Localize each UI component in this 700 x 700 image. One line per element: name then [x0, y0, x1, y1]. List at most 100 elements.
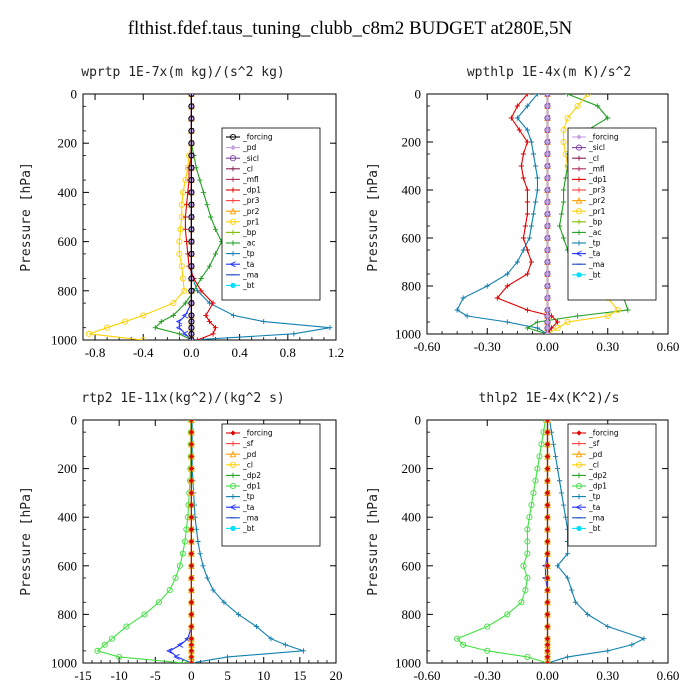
x-tick-label: -0.4: [133, 345, 154, 360]
series-dp1-point: [524, 247, 531, 253]
legend-entry-pd: _pd: [226, 450, 257, 459]
series-tp-point: [300, 648, 307, 654]
legend-marker: [576, 272, 582, 278]
legend-label: _sf: [588, 439, 600, 448]
legend-marker: [230, 176, 236, 182]
y-tick-label: 0: [71, 413, 78, 428]
series-forcing-point: [544, 103, 551, 109]
series-tp-point: [564, 575, 571, 581]
series-tp-point: [224, 654, 231, 660]
legend-entry-pr1: _pr1: [226, 217, 260, 226]
legend-entry-pr2: _pr2: [226, 207, 260, 216]
series-forcing-point: [188, 611, 195, 617]
series-dp1-line: [456, 420, 548, 663]
series-forcing-point: [188, 287, 195, 294]
x-tick-label: 0.00: [536, 339, 559, 354]
series-pr1-point: [564, 318, 571, 326]
series-dp1-point: [518, 163, 524, 169]
series-tp-point: [504, 271, 510, 277]
legend-marker: [576, 155, 582, 161]
series-dp1-point: [526, 514, 533, 521]
legend-marker: [230, 240, 236, 246]
series-forcing-point: [544, 611, 551, 617]
series-dp1-point: [184, 202, 190, 208]
series-dp1-point: [528, 259, 535, 265]
series-dp1-point: [532, 477, 539, 484]
series-forcing-point: [188, 127, 195, 134]
series-pr1-point: [178, 263, 185, 270]
legend-entry-tp: _tp: [572, 492, 601, 501]
legend-entry-bt: _bt: [226, 281, 255, 290]
legend-label: _forcing: [588, 429, 619, 438]
legend-marker: [575, 450, 583, 458]
legend-label: _forcing: [242, 429, 273, 438]
series-dp1-point: [524, 538, 531, 545]
series-tp-point: [261, 318, 267, 325]
series-dp1-point: [484, 647, 491, 654]
series-forcing-point: [544, 313, 551, 319]
legend-label: _bt: [242, 524, 255, 533]
legend-label: _dp1: [588, 175, 607, 184]
series-ta-point: [184, 635, 191, 642]
series-forcing-point: [544, 660, 551, 663]
series-forcing-point: [544, 420, 551, 423]
series-tp-point: [204, 575, 210, 581]
legend-entry-pr3: _pr3: [572, 186, 606, 195]
x-tick-label: -10: [110, 668, 127, 683]
legend: _forcing_sf _pd_cl _dp2 _dp1_tp _ta_ma _bt: [567, 423, 657, 547]
series-dp1-point: [530, 489, 537, 496]
series-dp1-point: [504, 611, 511, 618]
legend-entry-ta: _ta: [226, 503, 254, 512]
series-dp1-point: [108, 635, 115, 642]
series-pr1-point: [176, 250, 183, 257]
series-forcing-point: [544, 502, 551, 508]
series-dp1-point: [554, 319, 561, 325]
y-tick-label: 400: [58, 510, 78, 525]
series-ta-point: [541, 562, 549, 569]
legend-marker: [576, 187, 582, 193]
legend: _forcing_sicl _cl_mfl _dp1 _pr3_pr2 _pr1_bp _…: [567, 127, 657, 301]
legend-marker: [575, 208, 583, 215]
series-dp1-point: [198, 288, 204, 294]
legend-entry-forcing: _forcing: [226, 429, 273, 438]
series-ac-point: [625, 307, 631, 313]
legend-entry-bt: _bt: [572, 270, 601, 279]
series-ac-point: [605, 115, 611, 121]
legend-marker: [576, 494, 582, 500]
series-forcing-point: [188, 300, 195, 307]
legend-entry-cl: _cl: [572, 154, 599, 163]
series-tp-point: [605, 648, 611, 654]
legend-marker: [576, 176, 582, 182]
y-axis-label: Pressure [hPa]: [19, 486, 34, 596]
series-dp1-point: [182, 214, 189, 220]
series-forcing-point: [188, 636, 195, 642]
legend-entry-ma: _ma: [572, 260, 605, 269]
series-tp-point: [641, 636, 647, 642]
series-dp1-point: [454, 635, 461, 642]
legend-marker: [230, 251, 236, 257]
panel-title: thlp2 1E-4x(K^2)/s: [479, 391, 620, 406]
series-pr1-point: [181, 287, 188, 294]
series-forcing-point: [188, 502, 195, 508]
y-tick-label: 400: [402, 510, 422, 525]
series-forcing-point: [544, 642, 551, 648]
series-forcing-point: [544, 648, 551, 654]
legend-marker: [575, 504, 582, 511]
series-dp1-point: [176, 562, 183, 569]
panel-title: wprtp 1E-7x(m kg)/(s^2 kg): [81, 65, 285, 80]
series-forcing-point: [544, 127, 551, 133]
series-pr1-point: [85, 330, 93, 337]
series-tp-point: [291, 331, 297, 337]
series-tp-point: [195, 538, 201, 545]
legend-label: _cl: [588, 460, 599, 469]
y-tick-label: 1000: [51, 656, 77, 671]
legend-entry-forcing: _forcing: [572, 429, 619, 438]
series-forcing-point: [188, 420, 195, 423]
x-tick-label: -5: [150, 668, 161, 683]
series-forcing-point: [544, 115, 551, 121]
series-tp-point: [550, 441, 557, 447]
series-dp1-point: [155, 599, 162, 606]
legend-label: _bp: [588, 217, 603, 226]
series-forcing-point: [188, 441, 195, 447]
series-forcing-point: [188, 642, 195, 648]
